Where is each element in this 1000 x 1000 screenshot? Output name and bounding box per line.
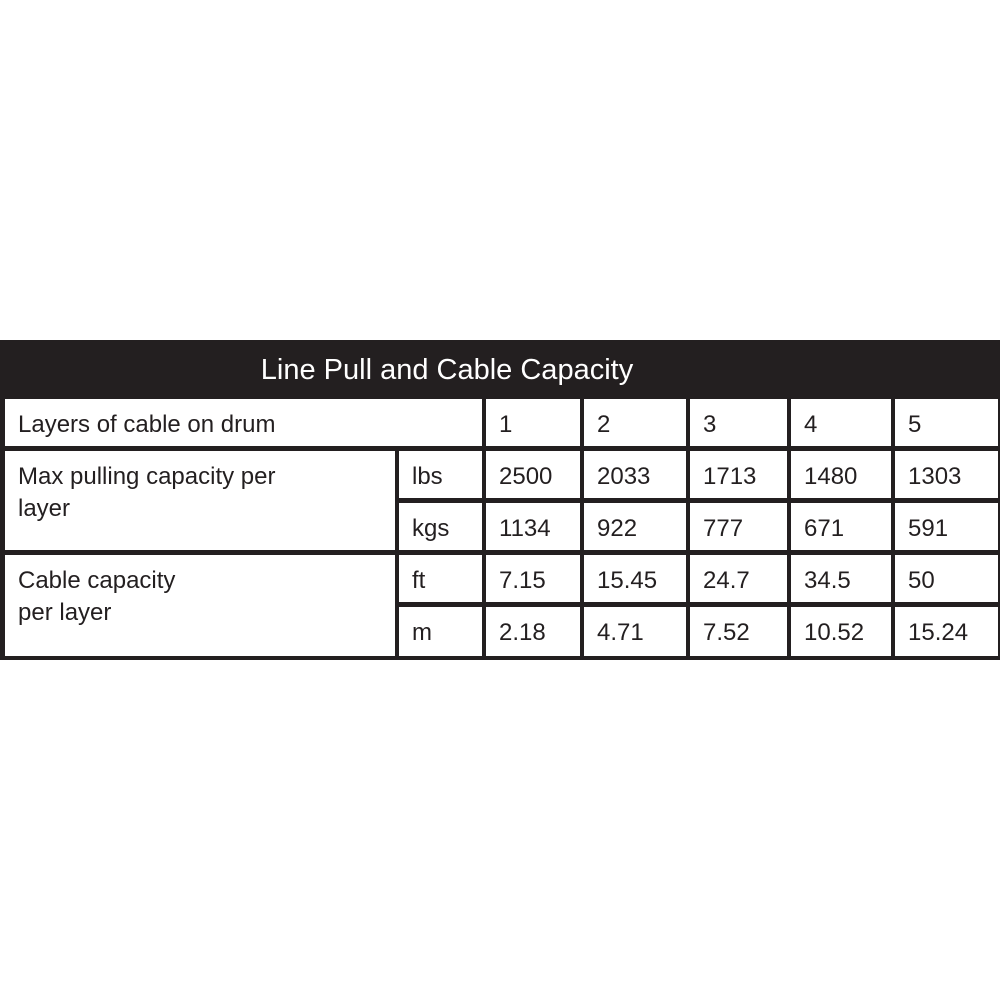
- unit-cell: lbs: [399, 451, 482, 498]
- value-cell: 591: [895, 503, 998, 550]
- value-cell: 1713: [690, 451, 787, 498]
- value-cell: 7.52: [690, 607, 787, 656]
- value-cell: 7.15: [486, 555, 580, 602]
- value-cell: 15.45: [584, 555, 686, 602]
- value-cell: 2500: [486, 451, 580, 498]
- value-cell: 1303: [895, 451, 998, 498]
- group-label-cable: Cable capacity per layer: [5, 555, 395, 656]
- value-cell: 671: [791, 503, 891, 550]
- header-layer: 2: [584, 399, 686, 446]
- unit-cell: ft: [399, 555, 482, 602]
- value-cell: 1480: [791, 451, 891, 498]
- value-cell: 34.5: [791, 555, 891, 602]
- header-layer: 1: [486, 399, 580, 446]
- value-cell: 2.18: [486, 607, 580, 656]
- header-layer: 4: [791, 399, 891, 446]
- unit-cell: kgs: [399, 503, 482, 550]
- unit-cell: m: [399, 607, 482, 656]
- value-cell: 10.52: [791, 607, 891, 656]
- capacity-table: Line Pull and Cable Capacity Layers of c…: [0, 340, 1000, 660]
- header-layer: 3: [690, 399, 787, 446]
- value-cell: 15.24: [895, 607, 998, 656]
- table-title: Line Pull and Cable Capacity: [260, 354, 634, 386]
- table-grid: Layers of cable on drum 1 2 3 4 5 Max pu…: [5, 399, 998, 656]
- value-cell: 1134: [486, 503, 580, 550]
- value-cell: 4.71: [584, 607, 686, 656]
- header-layer: 5: [895, 399, 998, 446]
- value-cell: 2033: [584, 451, 686, 498]
- value-cell: 50: [895, 555, 998, 602]
- value-cell: 777: [690, 503, 787, 550]
- header-label: Layers of cable on drum: [5, 399, 482, 446]
- value-cell: 922: [584, 503, 686, 550]
- group-label-pulling: Max pulling capacity per layer: [5, 451, 395, 550]
- value-cell: 24.7: [690, 555, 787, 602]
